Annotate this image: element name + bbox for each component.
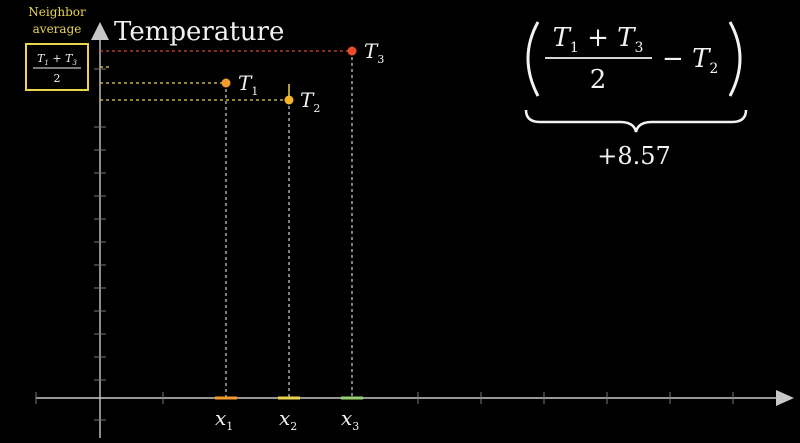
point-t2 (284, 95, 294, 105)
neighbor-average-box: Neighbor average T1 + T3 2 (25, 5, 89, 91)
y-axis-arrow-icon (91, 22, 109, 40)
label-t1: T1 (238, 71, 258, 98)
formula-underbrace (524, 109, 748, 133)
difference-formula: T1 + T3 2 − T2 +8.57 (524, 21, 748, 170)
label-t2: T2 (300, 88, 320, 115)
neighbor-frame (25, 43, 89, 91)
neighbor-fraction-denominator: 2 (54, 72, 61, 85)
neighbor-title-line2: average (33, 22, 82, 36)
point-t1 (221, 78, 231, 88)
formula-result: +8.57 (597, 142, 671, 170)
formula-minus-t2: − T2 (662, 44, 718, 77)
guide-lines (100, 50, 353, 398)
neighbor-fraction-numerator: T1 + T3 (37, 52, 77, 67)
formula-left-paren (526, 21, 540, 97)
neighbor-title-line1: Neighbor (28, 5, 86, 19)
label-x3: x3 (341, 406, 359, 433)
x-axis-arrow-icon (776, 390, 794, 406)
formula-numerator: T1 + T3 (553, 23, 644, 56)
point-t3 (347, 46, 357, 56)
label-x2: x2 (279, 406, 297, 433)
label-x1: x1 (215, 406, 233, 433)
label-t3: T3 (364, 39, 384, 66)
y-ticks (94, 68, 106, 421)
x-ticks (35, 392, 734, 404)
y-axis-label: Temperature (114, 17, 284, 47)
formula-denominator: 2 (590, 65, 607, 95)
formula-right-paren (728, 21, 742, 97)
